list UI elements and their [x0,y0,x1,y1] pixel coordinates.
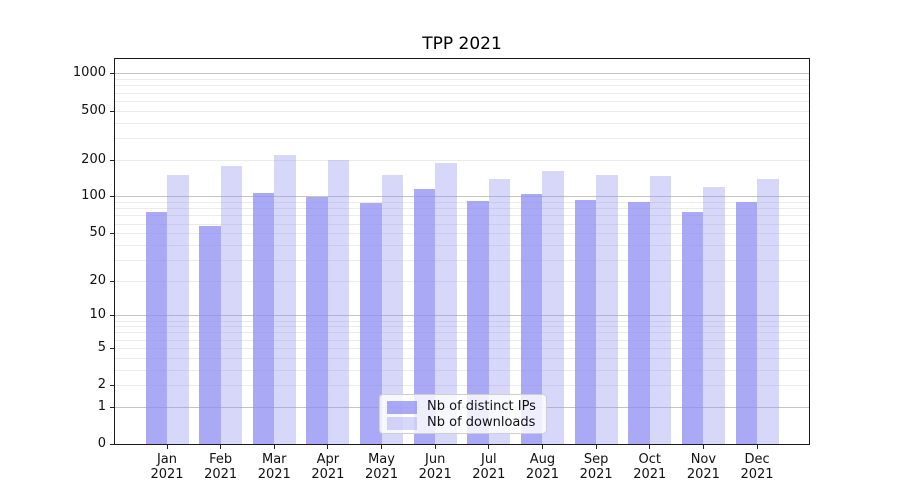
x-tick-label-jan: Jan 2021 [150,452,184,482]
x-tick-mark-nov [702,445,704,449]
gridline-minor-700 [115,92,809,94]
gridline-minor-7 [115,332,809,334]
bar-downloads-aug [542,170,564,444]
x-tick-label-nov: Nov 2021 [686,452,720,482]
bar-distinct-ips-mar [252,192,275,444]
bar-distinct-ips-may [360,202,382,444]
x-tick-mark-mar [273,445,275,449]
gridline-minor-8 [115,326,809,328]
gridline-major-1000 [115,73,809,75]
y-tick-label-50: 50 [89,225,106,241]
gridline-minor-900 [115,79,809,81]
bar-downloads-nov [703,186,725,444]
x-tick-mark-jan [166,445,168,449]
legend-item-distinct-ips: Nb of distinct IPs [387,400,540,414]
x-tick-mark-aug [541,445,543,449]
y-tick-label-1: 1 [97,398,106,414]
x-tick-mark-oct [649,445,651,449]
x-tick-label-mar: Mar 2021 [257,452,291,482]
legend-item-downloads: Nb of downloads [387,416,540,430]
bar-distinct-ips-feb [199,226,221,444]
bar-distinct-ips-jul [467,200,489,444]
x-tick-label-oct: Oct 2021 [633,452,667,482]
gridline-minor-20 [115,280,809,282]
chart-title: TPP 2021 [422,34,502,54]
y-tick-label-10: 10 [89,307,106,323]
x-tick-label-may: May 2021 [365,452,399,482]
gridline-minor-600 [115,100,809,102]
bars-layer [115,59,809,444]
x-tick-label-aug: Aug 2021 [525,452,560,482]
gridline-minor-90 [115,202,809,204]
y-tick-label-1000: 1000 [72,65,106,81]
x-tick-label-sep: Sep 2021 [579,452,613,482]
x-tick-mark-jul [488,445,490,449]
legend-swatch-downloads [387,416,417,430]
gridline-minor-200 [115,159,809,161]
x-tick-label-jun: Jun 2021 [418,452,452,482]
gridline-minor-30 [115,259,809,261]
gridline-minor-6 [115,339,809,341]
x-tick-mark-jun [434,445,436,449]
bar-distinct-ips-aug [520,193,543,444]
bar-distinct-ips-jan [145,212,167,444]
gridline-minor-3 [115,369,809,371]
gridline-minor-60 [115,223,809,225]
bar-distinct-ips-apr [306,196,328,444]
gridline-minor-80 [115,208,809,210]
gridline-minor-40 [115,244,809,246]
gridline-minor-5 [115,347,809,349]
y-tick-label-20: 20 [89,272,106,288]
bar-downloads-jan [167,174,189,444]
bar-downloads-apr [327,160,350,444]
gridline-minor-9 [115,320,809,322]
gridline-minor-2 [115,385,809,387]
x-tick-label-apr: Apr 2021 [311,452,345,482]
bar-downloads-dec [757,178,779,444]
legend-label-downloads: Nb of downloads [427,415,536,430]
x-tick-label-feb: Feb 2021 [204,452,238,482]
y-tick-label-200: 200 [81,151,106,167]
bar-downloads-sep [596,174,618,444]
y-tick-label-5: 5 [97,339,106,355]
bar-distinct-ips-nov [681,212,704,444]
plot-area: Nb of distinct IPs Nb of downloads [114,58,810,445]
gridline-minor-70 [115,215,809,217]
gridline-minor-400 [115,122,809,124]
bar-downloads-jul [488,178,511,444]
gridline-major-10 [115,315,809,317]
bar-downloads-mar [274,154,296,444]
bar-distinct-ips-jun [413,188,436,444]
y-tick-label-500: 500 [81,102,106,118]
grid-layer [115,59,809,444]
bar-downloads-jun [435,162,457,444]
gridline-minor-500 [115,110,809,112]
x-tick-label-dec: Dec 2021 [740,452,774,482]
legend-label-distinct-ips: Nb of distinct IPs [427,399,536,414]
gridline-minor-800 [115,85,809,87]
x-tick-label-jul: Jul 2021 [472,452,506,482]
gridline-minor-300 [115,137,809,139]
bar-distinct-ips-oct [628,202,650,444]
x-tick-mark-dec [756,445,758,449]
bar-distinct-ips-sep [574,199,597,444]
y-tick-label-2: 2 [97,377,106,393]
x-tick-mark-apr [327,445,329,449]
bar-distinct-ips-dec [735,202,758,444]
x-tick-mark-may [381,445,383,449]
bar-downloads-oct [649,176,672,444]
bar-downloads-feb [220,165,243,444]
y-tick-label-100: 100 [81,188,106,204]
gridline-major-100 [115,196,809,198]
y-tick-label-0: 0 [97,436,106,451]
bar-downloads-may [381,174,404,444]
gridline-minor-50 [115,233,809,235]
x-tick-mark-feb [220,445,222,449]
legend-swatch-distinct-ips [387,400,417,414]
gridline-minor-4 [115,357,809,359]
x-tick-mark-sep [595,445,597,449]
legend: Nb of distinct IPs Nb of downloads [379,394,547,434]
